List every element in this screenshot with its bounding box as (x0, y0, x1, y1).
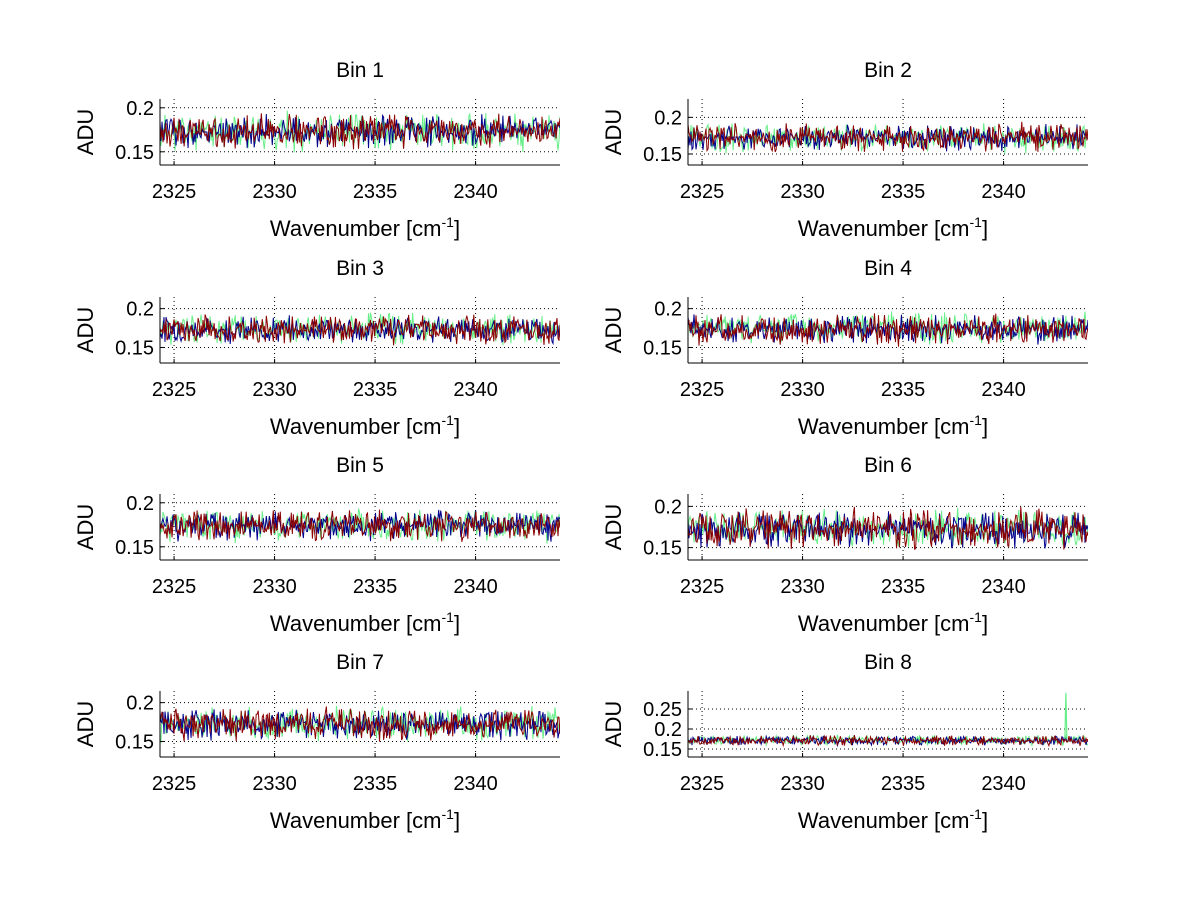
x-tick-label: 2325 (152, 773, 197, 795)
x-tick-label: 2325 (680, 379, 725, 401)
subplot-title: Bin 8 (864, 651, 912, 674)
x-axis-label: Wavenumber [cm-1] (798, 412, 988, 439)
y-tick-label: 0.2 (654, 299, 682, 321)
x-tick-label: 2340 (453, 181, 498, 203)
y-tick-label: 0.15 (643, 739, 682, 761)
subplot-title: Bin 1 (336, 59, 384, 82)
y-tick-label: 0.2 (654, 107, 682, 129)
subplot-title: Bin 7 (336, 651, 384, 674)
y-axis-label: ADU (73, 109, 98, 155)
x-tick-label: 2325 (152, 379, 197, 401)
x-axis-label: Wavenumber [cm-1] (798, 806, 988, 833)
x-tick-label: 2335 (881, 379, 926, 401)
y-axis-label: ADU (601, 307, 626, 353)
subplot-1: 2325 2330 2335 2340 0.15 0.2 Bin 1 Wavenumber [… (73, 59, 560, 241)
x-tick-label: 2340 (981, 576, 1026, 598)
series-red (160, 314, 560, 346)
subplot-7: 2325 2330 2335 2340 0.15 0.2 Bin 7 Wavenumber [… (73, 651, 560, 833)
x-tick-label: 2340 (453, 379, 498, 401)
x-tick-label: 2335 (353, 773, 398, 795)
subplot-3: 2325 2330 2335 2340 0.15 0.2 Bin 3 Wavenumber [… (73, 257, 560, 439)
y-axis-label: ADU (73, 701, 98, 747)
x-axis-label: Wavenumber [cm-1] (270, 214, 460, 241)
y-axis-label: ADU (601, 504, 626, 550)
y-tick-label: 0.2 (126, 693, 154, 715)
x-axis-label: Wavenumber [cm-1] (270, 609, 460, 636)
x-tick-label: 2340 (981, 379, 1026, 401)
subplot-title: Bin 2 (864, 59, 912, 82)
series-green-spike (1064, 692, 1068, 740)
subplot-8: 2325 2330 2335 2340 0.150.20.25 Bin 8 Wavenumb… (601, 651, 1088, 833)
series-red (688, 734, 1088, 748)
y-axis-label: ADU (601, 109, 626, 155)
subplot-title: Bin 6 (864, 454, 912, 477)
y-tick-label: 0.15 (115, 337, 154, 359)
subplot-6: 2325 2330 2335 2340 0.15 0.2 Bin 6 Wavenumber [… (601, 454, 1088, 636)
x-axis-label: Wavenumber [cm-1] (270, 412, 460, 439)
y-tick-label: 0.2 (126, 299, 154, 321)
subplot-5: 2325 2330 2335 2340 0.15 0.2 Bin 5 Wavenumber [… (73, 454, 560, 636)
subplot-2: 2325 2330 2335 2340 0.15 0.2 Bin 2 Wavenumber [… (601, 59, 1088, 241)
x-tick-label: 2330 (252, 576, 297, 598)
series-red (688, 506, 1088, 550)
x-tick-label: 2335 (353, 576, 398, 598)
y-tick-label: 0.2 (126, 493, 154, 515)
y-tick-label: 0.15 (643, 337, 682, 359)
y-axis-label: ADU (73, 307, 98, 353)
y-tick-label: 0.15 (115, 537, 154, 559)
x-tick-label: 2335 (881, 181, 926, 203)
y-tick-label: 0.15 (643, 538, 682, 560)
x-tick-label: 2330 (252, 379, 297, 401)
y-tick-label: 0.2 (654, 496, 682, 518)
series-red (688, 313, 1088, 347)
x-tick-label: 2325 (152, 181, 197, 203)
subplot-title: Bin 3 (336, 257, 384, 280)
x-tick-label: 2330 (780, 379, 825, 401)
x-tick-label: 2325 (680, 773, 725, 795)
x-tick-label: 2340 (453, 576, 498, 598)
series-red (160, 113, 560, 150)
y-axis-label: ADU (73, 504, 98, 550)
y-axis-label: ADU (601, 701, 626, 747)
x-tick-label: 2325 (152, 576, 197, 598)
series-red (160, 706, 560, 742)
y-tick-label: 0.15 (115, 731, 154, 753)
x-tick-label: 2335 (881, 773, 926, 795)
series-blue (160, 315, 560, 346)
x-tick-label: 2340 (981, 181, 1026, 203)
x-tick-label: 2340 (981, 773, 1026, 795)
series-red (160, 509, 560, 542)
series-red (688, 121, 1088, 153)
y-tick-label: 0.2 (126, 98, 154, 120)
x-tick-label: 2330 (252, 773, 297, 795)
subplot-title: Bin 5 (336, 454, 384, 477)
x-axis-label: Wavenumber [cm-1] (798, 609, 988, 636)
x-tick-label: 2340 (453, 773, 498, 795)
x-tick-label: 2330 (780, 181, 825, 203)
x-tick-label: 2330 (780, 773, 825, 795)
y-tick-label: 0.15 (115, 142, 154, 164)
y-tick-label: 0.2 (654, 719, 682, 741)
y-tick-label: 0.15 (643, 144, 682, 166)
subplot-title: Bin 4 (864, 257, 912, 280)
x-tick-label: 2330 (252, 181, 297, 203)
x-tick-label: 2335 (353, 379, 398, 401)
x-tick-label: 2335 (881, 576, 926, 598)
x-tick-label: 2325 (680, 181, 725, 203)
subplot-4: 2325 2330 2335 2340 0.15 0.2 Bin 4 Wavenumber [… (601, 257, 1088, 439)
x-tick-label: 2330 (780, 576, 825, 598)
series-blue (688, 511, 1088, 549)
x-axis-label: Wavenumber [cm-1] (270, 806, 460, 833)
x-tick-label: 2325 (680, 576, 725, 598)
x-axis-label: Wavenumber [cm-1] (798, 214, 988, 241)
x-tick-label: 2335 (353, 181, 398, 203)
y-tick-label: 0.25 (643, 699, 682, 721)
